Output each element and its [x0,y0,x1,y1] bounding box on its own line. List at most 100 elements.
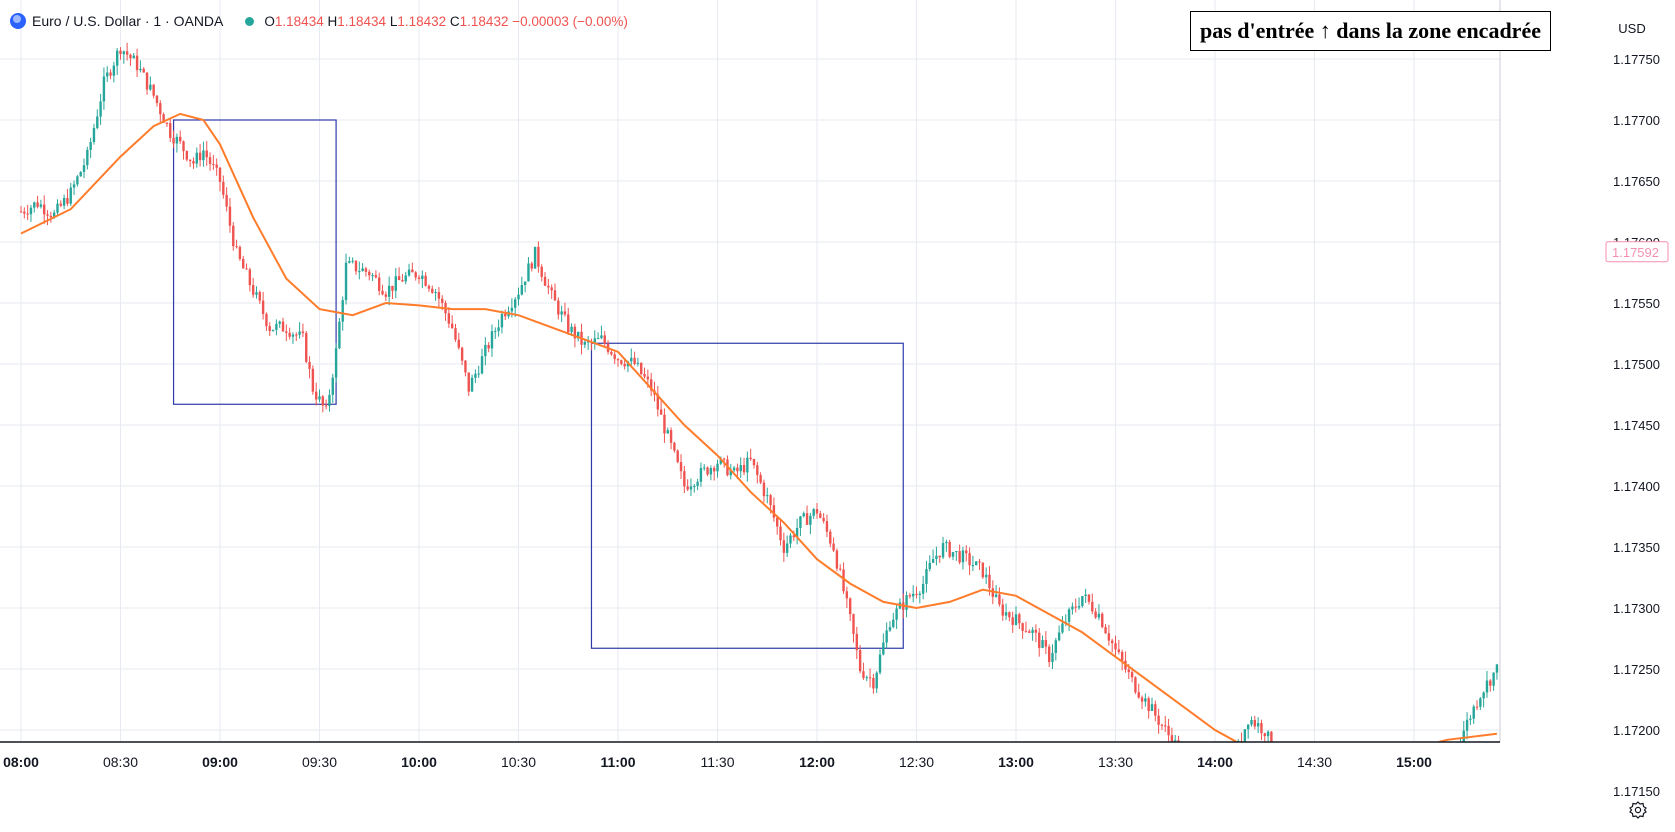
candle-body [666,430,669,434]
candle-body [1018,614,1021,624]
candle-body [411,269,414,273]
candle-body [258,292,262,301]
candle-body [722,458,726,460]
candle-body [885,630,888,643]
candle-body [1472,706,1475,719]
candle-body [1114,643,1117,650]
candle-body [328,394,331,407]
candle-body [145,72,149,90]
symbol-header: Euro / U.S. Dollar · 1 · OANDA O1.18434 … [10,11,628,31]
candles [19,42,1499,819]
candle-body [1077,606,1081,608]
candle-body [1140,697,1144,702]
candle-body [208,157,212,164]
candle-body [812,509,815,516]
candle-body [1170,735,1174,747]
candle-body [941,543,945,558]
candle-body [732,467,736,471]
candle-body [374,275,378,278]
candle-body [1144,698,1147,702]
symbol-name[interactable]: Euro / U.S. Dollar · 1 · OANDA [32,13,224,29]
candle-body [487,344,490,349]
candle-body [676,450,679,463]
candle-body [789,535,792,544]
candle-body [500,313,504,328]
currency-button[interactable]: USD [1618,20,1646,36]
time-axis-background [0,742,1500,832]
candle-body [1492,672,1495,686]
candle-body [1067,609,1071,622]
candle-body [295,334,298,336]
candle-body [261,300,265,314]
x-tick-label: 14:30 [1297,754,1332,770]
candle-body [577,331,580,339]
candle-body [958,551,961,563]
candle-body [427,285,431,289]
candle-body [848,598,852,615]
candle-body [925,569,928,584]
candle-body [1154,704,1157,716]
candle-body [218,167,222,182]
x-tick-label: 09:00 [202,754,238,770]
candle-body [1246,724,1250,730]
candle-body [33,202,36,208]
candle-body [769,495,772,506]
candle-body [82,165,86,172]
candle-body [839,568,842,570]
candle-body [1475,706,1479,708]
candle-body [152,84,155,96]
candle-body [988,574,991,589]
last-price-label: 1.17592 [1612,245,1659,260]
candle-body [106,72,109,77]
candle-body [195,152,198,164]
candle-body [1137,692,1140,698]
candle-body [62,197,66,206]
candle-body [736,467,739,472]
candle-body [1263,733,1266,737]
candle-body [212,163,215,165]
candle-body [69,187,72,204]
candle-body [1266,731,1270,737]
candle-body [905,595,908,610]
candle-body [709,467,713,475]
candle-body [1041,639,1044,648]
candle-body [182,141,185,152]
candle-body [553,290,557,301]
candle-body [497,327,500,332]
candle-body [318,396,321,400]
candle-body [550,287,553,291]
candle-body [852,614,855,634]
euro-dollar-flag-icon [10,13,26,29]
candle-body [341,300,344,322]
x-tick-label: 12:00 [799,754,835,770]
candle-body [799,516,802,528]
candle-body [275,323,278,330]
candle-body [1004,612,1008,616]
candle-body [1094,611,1097,618]
candle-body [795,527,799,538]
y-tick-label: 1.17550 [1613,296,1660,311]
candle-body [391,285,394,291]
candle-body [19,211,23,213]
candle-body [1495,664,1499,673]
candle-body [633,357,636,364]
gear-icon[interactable] [1628,800,1648,820]
candle-body [112,65,116,76]
candle-body [43,204,46,215]
candle-body [454,327,457,340]
candle-body [586,341,590,343]
candle-body [23,211,26,214]
candle-body [759,475,762,483]
candle-body [378,277,381,291]
candle-body [915,593,918,595]
candle-body [517,294,520,300]
candle-body [679,462,683,472]
candle-body [756,465,759,476]
candle-body [86,149,89,166]
candle-body [92,128,96,143]
candle-body [424,275,427,286]
candle-body [1097,613,1101,618]
